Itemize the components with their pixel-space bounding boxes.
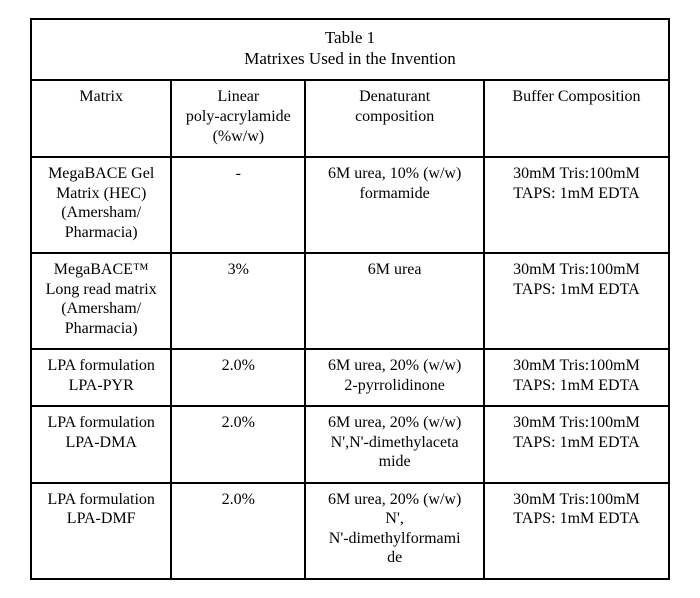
col-header-lpa: Linearpoly-acrylamide(%w/w) [171,80,305,157]
cell-lpa: 3% [171,253,305,349]
cell-lpa: 2.0% [171,483,305,579]
cell-denaturant: 6M urea, 20% (w/w)N',N'-dimethylacetamid… [305,406,484,483]
cell-denaturant: 6M urea, 20% (w/w)N',N'-dimethylformamid… [305,483,484,579]
table-row: MegaBACE GelMatrix (HEC)(Amersham/Pharma… [31,157,669,253]
col-header-denaturant: Denaturantcomposition [305,80,484,157]
cell-denaturant: 6M urea, 20% (w/w)2-pyrrolidinone [305,349,484,406]
table-row: LPA formulationLPA-DMF 2.0% 6M urea, 20%… [31,483,669,579]
cell-denaturant: 6M urea, 10% (w/w)formamide [305,157,484,253]
cell-matrix: MegaBACE™Long read matrix(Amersham/Pharm… [31,253,171,349]
cell-matrix: LPA formulationLPA-PYR [31,349,171,406]
table-row: LPA formulationLPA-DMA 2.0% 6M urea, 20%… [31,406,669,483]
table-title: Table 1 Matrixes Used in the Invention [31,19,669,80]
table-title-line1: Table 1 [325,28,375,47]
cell-buffer: 30mM Tris:100mMTAPS: 1mM EDTA [484,157,669,253]
cell-matrix: MegaBACE GelMatrix (HEC)(Amersham/Pharma… [31,157,171,253]
cell-buffer: 30mM Tris:100mMTAPS: 1mM EDTA [484,349,669,406]
cell-matrix: LPA formulationLPA-DMA [31,406,171,483]
cell-buffer: 30mM Tris:100mMTAPS: 1mM EDTA [484,406,669,483]
col-header-matrix: Matrix [31,80,171,157]
cell-lpa: - [171,157,305,253]
table-row: MegaBACE™Long read matrix(Amersham/Pharm… [31,253,669,349]
matrix-table: Table 1 Matrixes Used in the Invention M… [30,18,670,580]
table-header-row: Matrix Linearpoly-acrylamide(%w/w) Denat… [31,80,669,157]
col-header-buffer: Buffer Composition [484,80,669,157]
cell-buffer: 30mM Tris:100mMTAPS: 1mM EDTA [484,483,669,579]
table-title-line2: Matrixes Used in the Invention [244,49,456,68]
table-row: LPA formulationLPA-PYR 2.0% 6M urea, 20%… [31,349,669,406]
cell-lpa: 2.0% [171,349,305,406]
cell-lpa: 2.0% [171,406,305,483]
table-title-row: Table 1 Matrixes Used in the Invention [31,19,669,80]
cell-buffer: 30mM Tris:100mMTAPS: 1mM EDTA [484,253,669,349]
cell-matrix: LPA formulationLPA-DMF [31,483,171,579]
cell-denaturant: 6M urea [305,253,484,349]
